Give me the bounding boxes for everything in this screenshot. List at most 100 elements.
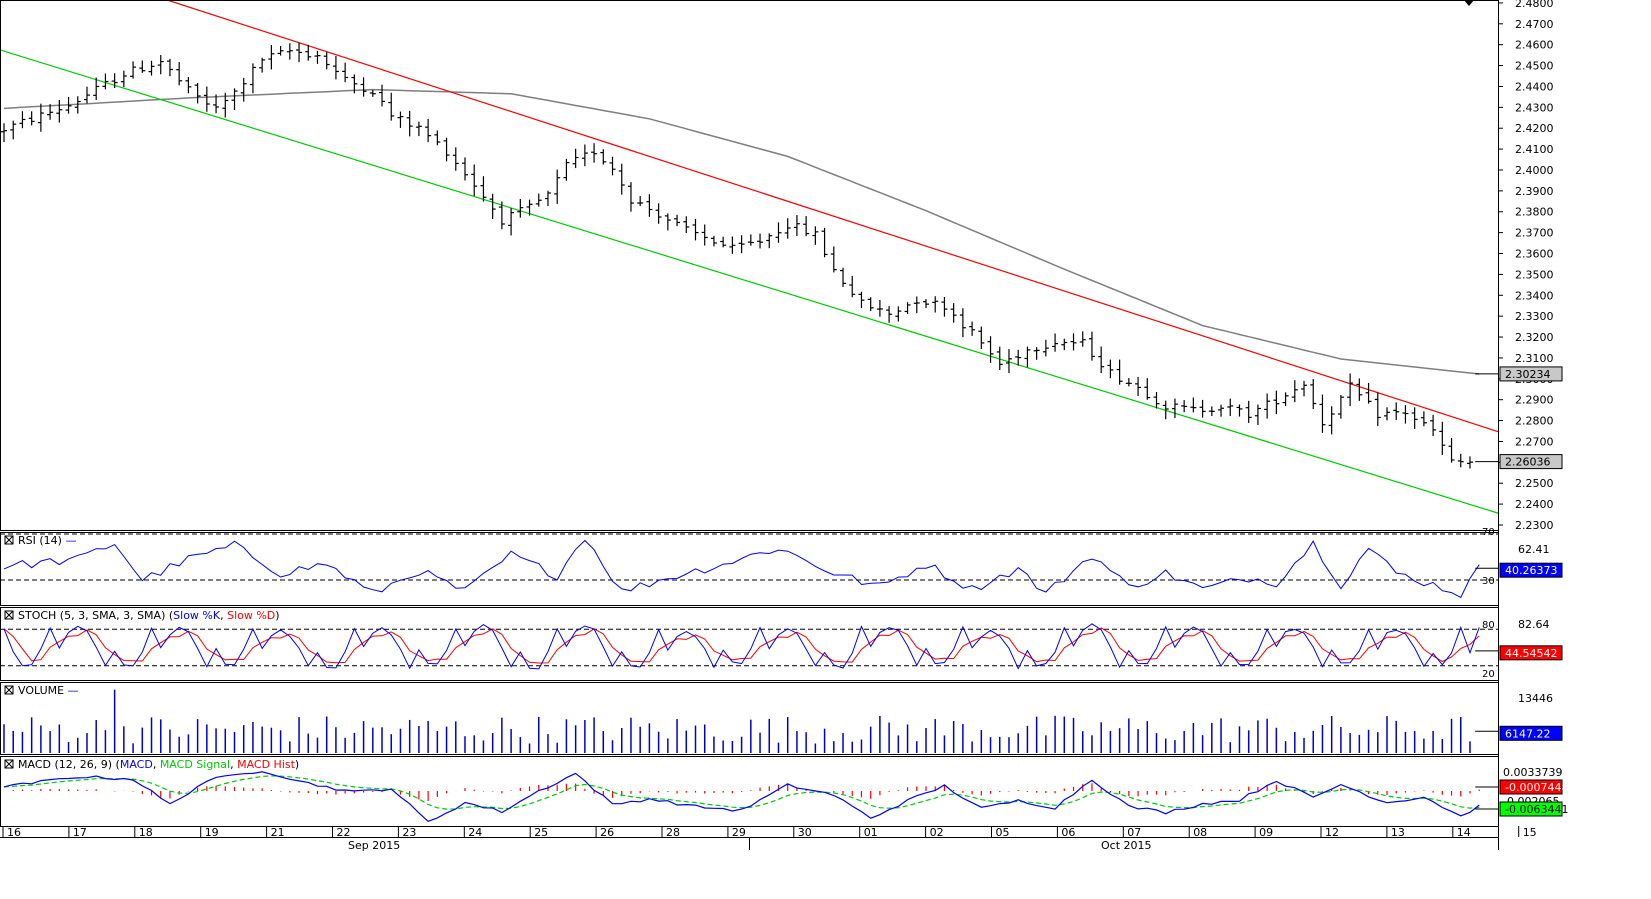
scroll-marker-icon[interactable] [1464,0,1474,6]
collapse-cross-icon [4,685,14,695]
price-bar [1310,379,1317,410]
title-part: ) [295,758,299,771]
price-bar [1374,391,1381,427]
stoch-tick-label: 82.64 [1518,618,1550,631]
title-part: STOCH (5, 3, SMA, 3, SMA) ( [18,609,173,622]
price-bar [277,46,284,56]
month-label: Sep 2015 [348,839,400,852]
price-bar [1190,397,1197,413]
price-axis: 2.4800 2.4700 2.4600 2.4500 2.4400 2.4300 2.42… [1498,0,1554,532]
date-label: 18 [139,826,153,839]
price-bar [1079,331,1086,347]
date-label: 28 [666,826,680,839]
price-bar [517,199,524,218]
trend-channel [0,0,1500,515]
volume-panel: 13446 6147.22 [3,689,1563,753]
date-label: 16 [7,826,21,839]
price-bar [1199,399,1206,418]
stoch-slow-d-line [3,627,1480,664]
price-bar [268,45,275,70]
price-bar [194,82,201,104]
price-tick-label: 2.4000 [1515,164,1554,177]
price-tick-label: 2.2800 [1515,415,1554,428]
price-bar [471,164,478,197]
price-bar [849,275,856,298]
price-bar [886,306,893,323]
price-bar [757,233,764,249]
volume-current-text: 6147.22 [1505,727,1551,740]
price-label-box [1499,366,1563,382]
price-bar [1254,404,1261,426]
price-bar [1144,378,1151,400]
stochastic-panel: 80 20 82.64 44.54542 [0,618,1563,680]
month-label: Oct 2015 [1101,839,1152,852]
price-bar [102,73,109,90]
volume-current-box [1499,725,1563,741]
date-label: 02 [930,826,944,839]
stoch-current-box [1499,645,1563,661]
price-bar [369,89,376,97]
price-bar [563,158,570,181]
date-label: 26 [600,826,614,839]
rsi-tick-label: 62.41 [1518,543,1550,556]
title-part: ) [275,609,279,622]
date-label: 21 [271,826,285,839]
price-bar [1024,346,1031,368]
price-bar [1218,404,1225,417]
vol-header: VOLUME — [4,684,79,697]
price-bar [296,42,303,63]
price-bar [508,208,515,236]
price-tick-label: 2.3900 [1515,185,1554,198]
price-bar [655,203,662,224]
macd-title: MACD (12, 26, 9) (MACD, MACD Signal, MAC… [18,758,299,771]
price-tick-label: 2.4800 [1515,0,1554,10]
macd-panel: 0.0033739-0.002065-0.0007448-0.0063441 [3,766,1568,822]
price-bar [1162,400,1169,420]
price-bar [259,57,266,73]
price-bar [37,103,44,132]
title-part: RSI (14) [18,534,65,547]
collapse-cross-icon [4,610,14,620]
date-label: 30 [798,826,812,839]
price-bar [1291,380,1298,403]
price-bar [480,176,487,202]
price-bar [1319,394,1326,433]
price-bar [600,149,607,165]
date-label: 08 [1193,826,1207,839]
rsi-title: RSI (14) — [18,534,76,547]
price-bar [618,163,625,195]
macd-tick-label: 0.0033739 [1503,766,1563,779]
stoch-current-text: 44.54542 [1505,647,1558,660]
title-part: , [220,609,227,622]
price-tick-label: 2.4500 [1515,60,1554,73]
title-part: — [65,534,76,547]
price-bar [1457,453,1464,468]
price-bar [130,61,137,79]
price-bar [932,296,939,313]
price-bar [1153,392,1160,409]
macd-current-signal-text: -0.0063441 [1505,803,1568,816]
price-bar [646,194,653,217]
rsi-line [3,539,1480,599]
macd-current-hist-box [1499,779,1563,795]
price-current-labels: 2.30234 2.26036 [1475,366,1563,470]
price-bar [65,96,72,114]
title-part: MACD Signal [160,758,230,771]
price-bar [1282,392,1289,406]
price-bar [609,156,616,176]
price-bar [766,233,773,249]
panel-headers: RSI (14) —STOCH (5, 3, SMA, 3, SMA) (Slo… [4,534,299,771]
date-label: 24 [468,826,482,839]
price-bar [950,303,957,323]
price-bar [710,235,717,247]
price-bar [1042,339,1049,357]
price-bar [959,308,966,338]
price-bar [627,182,634,212]
price-bar [434,130,441,146]
price-bar [1384,407,1390,421]
price-bar [1227,398,1234,417]
price-bar [1439,421,1446,455]
price-bar [664,213,671,231]
price-bar [747,234,754,246]
